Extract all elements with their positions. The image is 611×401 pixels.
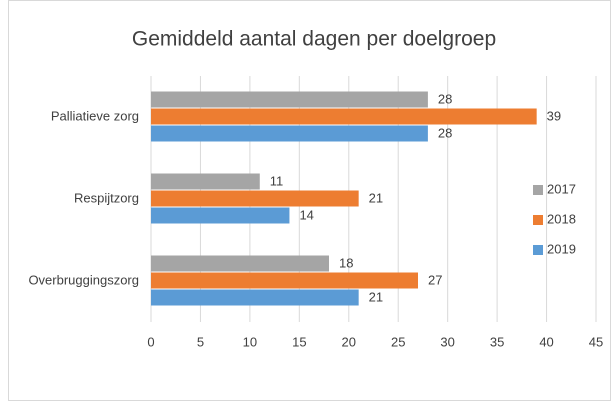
- legend-label: 2017: [547, 181, 576, 196]
- y-tick-label: Palliatieve zorg: [51, 108, 139, 123]
- bar: [151, 125, 428, 142]
- bar: [151, 255, 329, 272]
- bar: [151, 173, 260, 190]
- bar: [151, 207, 290, 224]
- x-tick-label: 0: [147, 334, 154, 349]
- y-tick-label: Overbruggingszorg: [28, 272, 139, 287]
- legend-swatch: [533, 215, 543, 225]
- x-tick-label: 30: [440, 334, 454, 349]
- data-label: 39: [547, 108, 561, 123]
- bar: [151, 289, 359, 306]
- bar: [151, 190, 359, 207]
- x-tick-label: 15: [292, 334, 306, 349]
- data-label: 21: [369, 190, 383, 205]
- bar: [151, 272, 418, 289]
- legend-swatch: [533, 245, 543, 255]
- x-tick-label: 25: [391, 334, 405, 349]
- x-tick-label: 45: [589, 334, 603, 349]
- x-tick-label: 20: [342, 334, 356, 349]
- data-label: 27: [428, 272, 442, 287]
- bar: [151, 108, 537, 125]
- x-tick-label: 5: [197, 334, 204, 349]
- chart-title: Gemiddeld aantal dagen per doelgroep: [132, 28, 496, 51]
- x-tick-label: 35: [490, 334, 504, 349]
- data-label: 14: [299, 207, 313, 222]
- legend-label: 2018: [547, 211, 576, 226]
- x-tick-label: 40: [539, 334, 553, 349]
- y-tick-label: Respijtzorg: [74, 190, 139, 205]
- bar: [151, 91, 428, 108]
- x-tick-label: 10: [243, 334, 257, 349]
- legend-label: 2019: [547, 241, 576, 256]
- data-label: 28: [438, 91, 452, 106]
- data-label: 18: [339, 255, 353, 270]
- data-label: 21: [369, 289, 383, 304]
- data-label: 11: [270, 173, 284, 188]
- data-label: 28: [438, 125, 452, 140]
- legend-swatch: [533, 185, 543, 195]
